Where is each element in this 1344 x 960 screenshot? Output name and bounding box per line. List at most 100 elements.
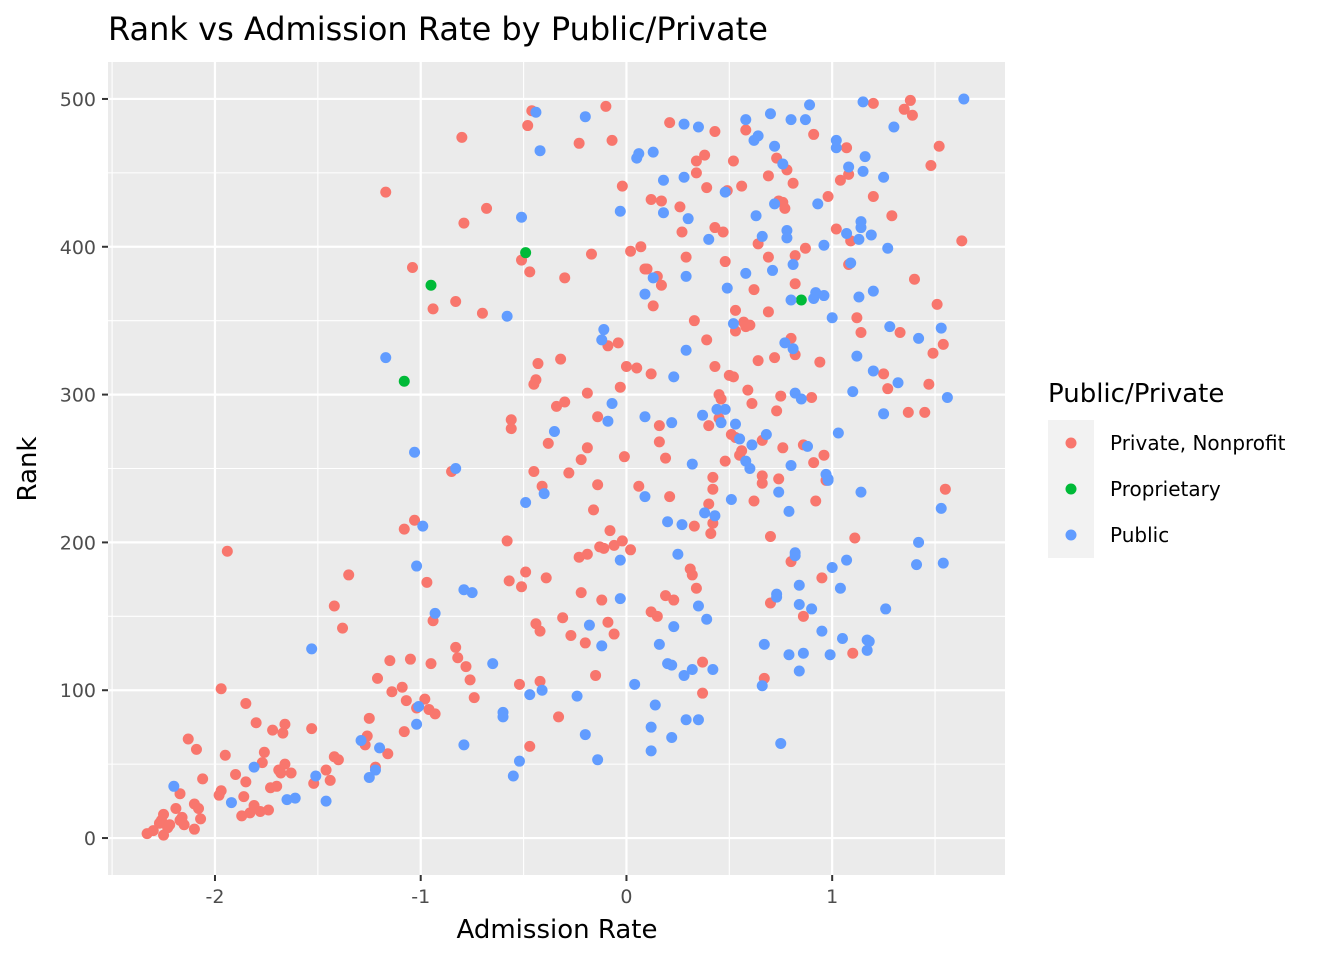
point-private-nonprofit [697,687,709,699]
point-public [750,210,762,222]
point-public [666,417,678,429]
point-public [892,377,904,389]
point-private-nonprofit [240,698,252,710]
point-private-nonprofit [904,94,916,106]
point-public [752,130,764,142]
point-private-nonprofit [719,256,731,268]
point-private-nonprofit [727,155,739,167]
point-private-nonprofit [956,235,968,247]
point-public [596,334,608,346]
point-private-nonprofit [421,576,433,588]
point-private-nonprofit [540,572,552,584]
point-private-nonprofit [834,174,846,186]
point-private-nonprofit [240,776,252,788]
point-public [703,233,715,245]
point-public [281,794,293,806]
point-private-nonprofit [277,727,289,739]
point-public [596,640,608,652]
point-private-nonprofit [528,465,540,477]
point-public [771,591,783,603]
point-public [822,473,834,485]
y-axis-tick-labels: 0 100 200 300 400 500 [60,89,96,850]
point-private-nonprofit [332,754,344,766]
point-private-nonprofit [822,191,834,203]
point-private-nonprofit [608,628,620,640]
point-private-nonprofit [250,717,262,729]
point-private-nonprofit [516,581,528,593]
point-public [859,151,871,163]
point-public [958,93,970,105]
point-private-nonprofit [275,767,287,779]
point-public [793,598,805,610]
point-private-nonprofit [320,764,332,776]
point-private-nonprofit [596,594,608,606]
point-public [606,397,618,409]
point-private-nonprofit [427,303,439,315]
point-private-nonprofit [927,347,939,359]
point-public [676,519,688,531]
point-private-nonprofit [620,361,632,373]
point-public [579,111,591,123]
point-public [248,761,260,773]
point-public [289,792,301,804]
point-private-nonprofit [933,140,945,152]
point-private-nonprofit [647,300,659,312]
point-public [841,554,853,566]
point-public [740,267,752,279]
point-private-nonprofit [328,600,340,612]
point-public [614,593,626,605]
point-private-nonprofit [530,374,542,386]
point-private-nonprofit [633,480,645,492]
point-public [783,505,795,517]
point-private-nonprofit [625,245,637,257]
point-private-nonprofit [602,616,614,628]
point-public [769,140,781,152]
point-public [785,114,797,126]
point-private-nonprofit [575,454,587,466]
point-public [225,797,237,809]
point-private-nonprofit [849,532,861,544]
point-private-nonprofit [606,134,618,146]
point-public [579,729,591,741]
point-public [756,680,768,692]
point-private-nonprofit [553,711,565,723]
point-public [697,409,709,421]
point-public [548,426,560,438]
point-private-nonprofit [688,520,700,532]
point-public [729,418,741,430]
point-private-nonprofit [565,630,577,642]
point-public [487,658,499,670]
point-public [647,146,659,158]
point-public [836,632,848,644]
point-private-nonprofit [779,202,791,214]
point-public [775,737,787,749]
point-public [855,486,867,498]
point-public [497,711,509,723]
point-private-nonprofit [190,743,202,755]
point-private-nonprofit [709,361,721,373]
point-private-nonprofit [668,594,680,606]
point-public [830,142,842,154]
point-private-nonprofit [841,142,853,154]
point-private-nonprofit [748,284,760,296]
point-private-nonprofit [386,686,398,698]
point-public [678,171,690,183]
point-private-nonprofit [324,774,336,786]
legend: Public/Private Private, Nonprofit Proprie… [1048,379,1286,558]
point-public [686,664,698,676]
point-public [882,242,894,254]
point-public [734,433,746,445]
point-public [878,171,890,183]
point-private-nonprofit [254,805,266,817]
point-private-nonprofit [581,442,593,454]
point-public [524,689,536,701]
legend-key [1065,437,1077,449]
point-proprietary [795,294,807,306]
point-public [880,603,892,615]
point-private-nonprofit [808,128,820,140]
point-private-nonprofit [777,442,789,454]
point-public [602,415,614,427]
point-private-nonprofit [651,610,663,622]
y-tick-label: 400 [60,237,96,259]
point-private-nonprofit [810,495,822,507]
